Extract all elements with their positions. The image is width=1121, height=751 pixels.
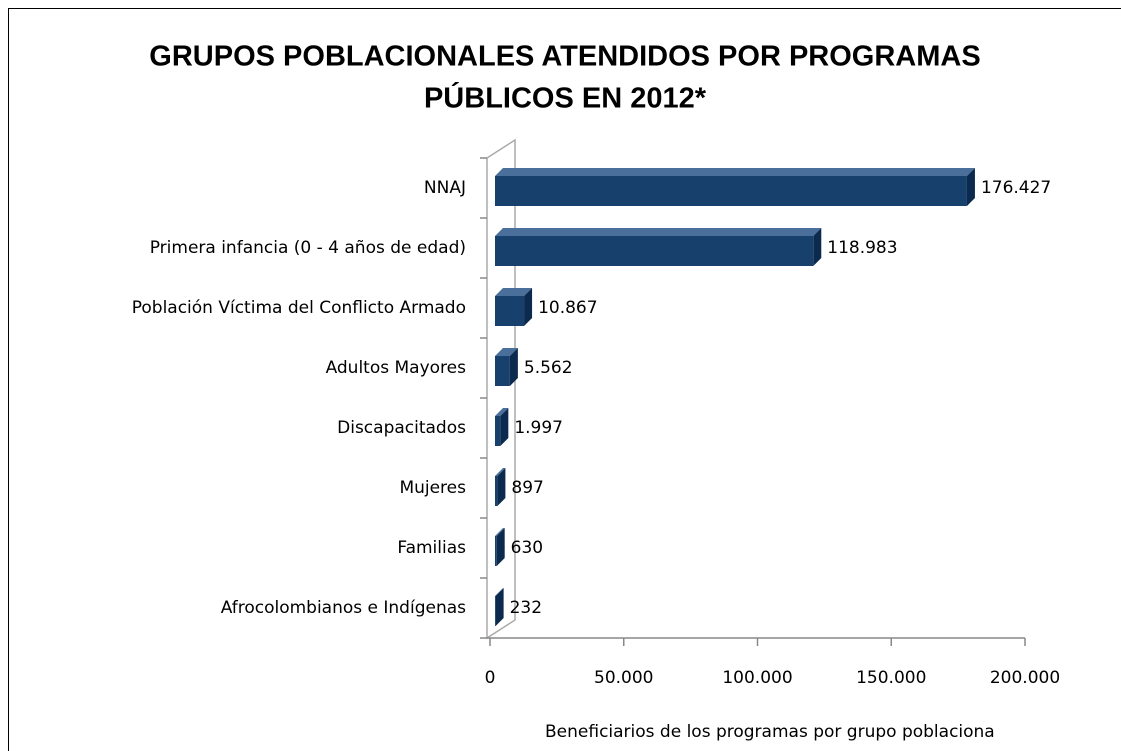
value-label: 630 [511,538,543,558]
bar [495,416,501,446]
bar-top [495,288,533,296]
y-tick-label: Familias [397,538,466,558]
x-tick-label: 50.000 [594,668,653,688]
bar-top [495,588,504,596]
chart-title: PÚBLICOS EN 2012* [424,81,707,115]
bar-side [495,588,504,626]
bar [495,296,525,326]
bar-side [500,408,509,446]
bar [495,476,498,506]
value-label: 10.867 [538,298,597,318]
bar [495,236,814,266]
bar-top [495,408,509,416]
bar [495,536,497,566]
bar-side [496,528,505,566]
bar-side [497,468,506,506]
x-tick-label: 150.000 [856,668,926,688]
chart-title: GRUPOS POBLACIONALES ATENDIDOS POR PROGR… [149,41,980,73]
y-tick-label: Primera infancia (0 - 4 años de edad) [150,238,466,258]
x-tick-label: 0 [485,668,496,688]
y-tick-label: Población Víctima del Conflicto Armado [132,298,466,318]
bar-side [813,228,822,266]
wall [486,138,516,640]
bar-top [495,168,975,176]
x-tick-label: 100.000 [722,668,792,688]
value-label: 118.983 [827,238,897,258]
bar-top [495,348,518,356]
bar-side [524,288,533,326]
bar-top [495,528,505,536]
value-label: 1.997 [514,418,563,438]
bar [495,176,967,206]
y-tick-label: Afrocolombianos e Indígenas [221,598,466,618]
y-tick-label: Adultos Mayores [326,358,467,378]
bar-side [966,168,975,206]
value-label: 5.562 [524,358,573,378]
value-label: 897 [511,478,543,498]
bar [495,356,510,386]
bar-top [495,228,822,236]
bar [495,596,496,626]
y-tick-label: Discapacitados [337,418,466,438]
value-label: 176.427 [981,178,1051,198]
value-label: 232 [510,598,542,618]
y-tick-label: Mujeres [399,478,466,498]
x-tick-label: 200.000 [990,668,1060,688]
y-tick-label: NNAJ [424,178,466,198]
bar-top [495,468,506,476]
bar-side [509,348,518,386]
x-axis-title: Beneficiarios de los programas por grupo… [545,722,995,742]
